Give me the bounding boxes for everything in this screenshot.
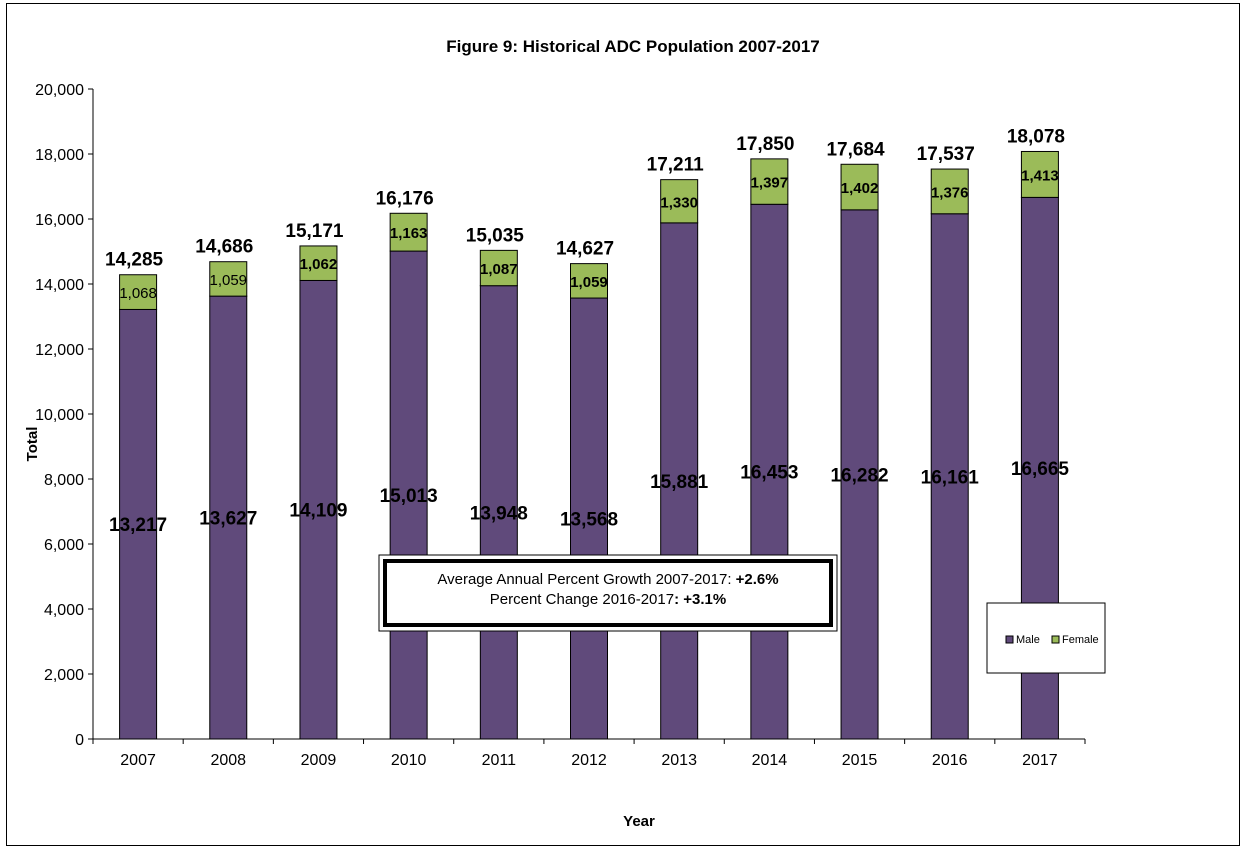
male-value-label: 16,161 bbox=[921, 467, 980, 488]
annotation-line-1: Average Annual Percent Growth 2007-2017:… bbox=[437, 571, 778, 588]
total-label: 18,078 bbox=[1007, 126, 1065, 147]
bar-female-2017 bbox=[1020, 150, 1059, 198]
bar-female-2007 bbox=[119, 274, 158, 310]
x-tick-label: 2007 bbox=[120, 752, 156, 769]
total-label: 17,684 bbox=[826, 139, 885, 160]
x-tick-label: 2015 bbox=[842, 752, 878, 769]
y-tick-label: 18,000 bbox=[35, 147, 84, 164]
female-value-label: 1,059 bbox=[570, 274, 608, 291]
y-tick-label: 0 bbox=[75, 732, 84, 749]
bar-male-2014 bbox=[750, 203, 789, 740]
female-value-label: 1,059 bbox=[209, 272, 247, 289]
annotation-box: Average Annual Percent Growth 2007-2017:… bbox=[378, 554, 838, 632]
x-tick-label: 2016 bbox=[932, 752, 968, 769]
x-axis-title: Year bbox=[623, 813, 655, 830]
female-value-label: 1,087 bbox=[480, 261, 518, 278]
data-labels: 14,285 1,068 13,217 14,686 1,059 13,627 15,171… bbox=[105, 126, 1069, 536]
x-tick-label: 2014 bbox=[752, 752, 788, 769]
x-tick-label: 2011 bbox=[482, 752, 517, 769]
bar-chart: Figure 9: Historical ADC Population 2007… bbox=[24, 37, 1106, 830]
total-label: 16,176 bbox=[376, 188, 434, 209]
male-value-label: 13,948 bbox=[470, 503, 528, 524]
male-value-label: 13,217 bbox=[109, 515, 167, 536]
male-value-label: 14,109 bbox=[289, 501, 347, 522]
y-tick-label: 10,000 bbox=[35, 407, 84, 424]
annotation-growth-value: +2.6% bbox=[736, 571, 779, 588]
female-value-label: 1,163 bbox=[390, 225, 428, 242]
legend-swatch-male bbox=[1005, 635, 1014, 644]
female-value-label: 1,397 bbox=[751, 175, 789, 192]
legend-label-female: Female bbox=[1062, 634, 1099, 646]
female-value-label: 1,062 bbox=[300, 256, 338, 273]
x-axis: 2007 2008 2009 2010 2011 2012 2013 2014 2015 2016… bbox=[92, 738, 1086, 769]
bar-female-2016 bbox=[930, 168, 969, 215]
male-value-label: 16,282 bbox=[830, 465, 888, 486]
total-label: 17,537 bbox=[917, 144, 975, 165]
female-value-label: 1,402 bbox=[841, 180, 879, 197]
y-tick-label: 8,000 bbox=[44, 472, 84, 489]
bar-male-2011 bbox=[479, 285, 518, 740]
bar-female-2013 bbox=[660, 179, 699, 224]
y-tick-label: 16,000 bbox=[35, 212, 84, 229]
total-label: 14,686 bbox=[195, 237, 253, 258]
male-value-label: 13,627 bbox=[199, 509, 257, 530]
legend-label-male: Male bbox=[1016, 634, 1040, 646]
y-tick-label: 12,000 bbox=[35, 342, 84, 359]
female-value-label: 1,330 bbox=[660, 194, 698, 211]
bar-male-2016 bbox=[930, 213, 969, 740]
bar-female-2014 bbox=[750, 158, 789, 205]
y-axis-title: Total bbox=[24, 427, 41, 462]
y-tick-label: 2,000 bbox=[44, 667, 84, 684]
total-label: 15,035 bbox=[466, 225, 525, 246]
x-tick-label: 2017 bbox=[1022, 752, 1058, 769]
x-tick-label: 2009 bbox=[301, 752, 337, 769]
male-value-label: 15,013 bbox=[380, 486, 438, 507]
male-value-label: 13,568 bbox=[560, 510, 618, 531]
female-value-label: 1,413 bbox=[1021, 167, 1059, 184]
female-value-label: 1,376 bbox=[931, 184, 969, 201]
y-tick-label: 20,000 bbox=[35, 82, 84, 99]
y-axis: 0 2,000 4,000 6,000 8,000 10,000 12,000 14,000 1… bbox=[35, 82, 94, 749]
chart-title: Figure 9: Historical ADC Population 2007… bbox=[446, 37, 819, 56]
male-value-label: 15,881 bbox=[650, 472, 709, 493]
male-value-label: 16,453 bbox=[740, 463, 798, 484]
legend-swatch-female bbox=[1051, 635, 1060, 644]
x-tick-label: 2012 bbox=[571, 752, 607, 769]
bar-female-2009 bbox=[299, 245, 338, 281]
bar-male-2010 bbox=[389, 250, 428, 740]
total-label: 14,627 bbox=[556, 239, 614, 260]
x-tick-label: 2010 bbox=[391, 752, 427, 769]
x-tick-label: 2013 bbox=[661, 752, 697, 769]
bar-male-2015 bbox=[840, 209, 879, 740]
y-tick-label: 6,000 bbox=[44, 537, 84, 554]
bars bbox=[119, 150, 1059, 740]
annotation-change-label: Percent Change 2016-2017 bbox=[490, 591, 674, 608]
female-value-label: 1,068 bbox=[119, 285, 157, 302]
chart-frame: Figure 9: Historical ADC Population 2007… bbox=[6, 3, 1240, 846]
annotation-line-2: Percent Change 2016-2017: +3.1% bbox=[490, 591, 726, 608]
total-label: 17,850 bbox=[736, 134, 794, 155]
y-tick-label: 4,000 bbox=[44, 602, 84, 619]
x-tick-label: 2008 bbox=[210, 752, 246, 769]
y-tick-label: 14,000 bbox=[35, 277, 84, 294]
total-label: 15,171 bbox=[285, 221, 344, 242]
total-label: 14,285 bbox=[105, 250, 164, 271]
annotation-change-value: : +3.1% bbox=[674, 591, 726, 608]
annotation-growth-label: Average Annual Percent Growth 2007-2017: bbox=[437, 571, 735, 588]
bar-male-2013 bbox=[660, 222, 699, 740]
bar-male-2008 bbox=[209, 295, 248, 740]
bar-female-2008 bbox=[209, 261, 248, 297]
legend: Male Female bbox=[986, 602, 1106, 674]
bar-male-2012 bbox=[570, 297, 608, 740]
bar-female-2011 bbox=[479, 249, 518, 287]
bar-female-2012 bbox=[570, 263, 608, 299]
bar-female-2015 bbox=[840, 163, 879, 211]
bar-male-2009 bbox=[299, 279, 338, 740]
bar-female-2010 bbox=[389, 212, 428, 252]
total-label: 17,211 bbox=[647, 155, 704, 176]
male-value-label: 16,665 bbox=[1011, 459, 1070, 480]
